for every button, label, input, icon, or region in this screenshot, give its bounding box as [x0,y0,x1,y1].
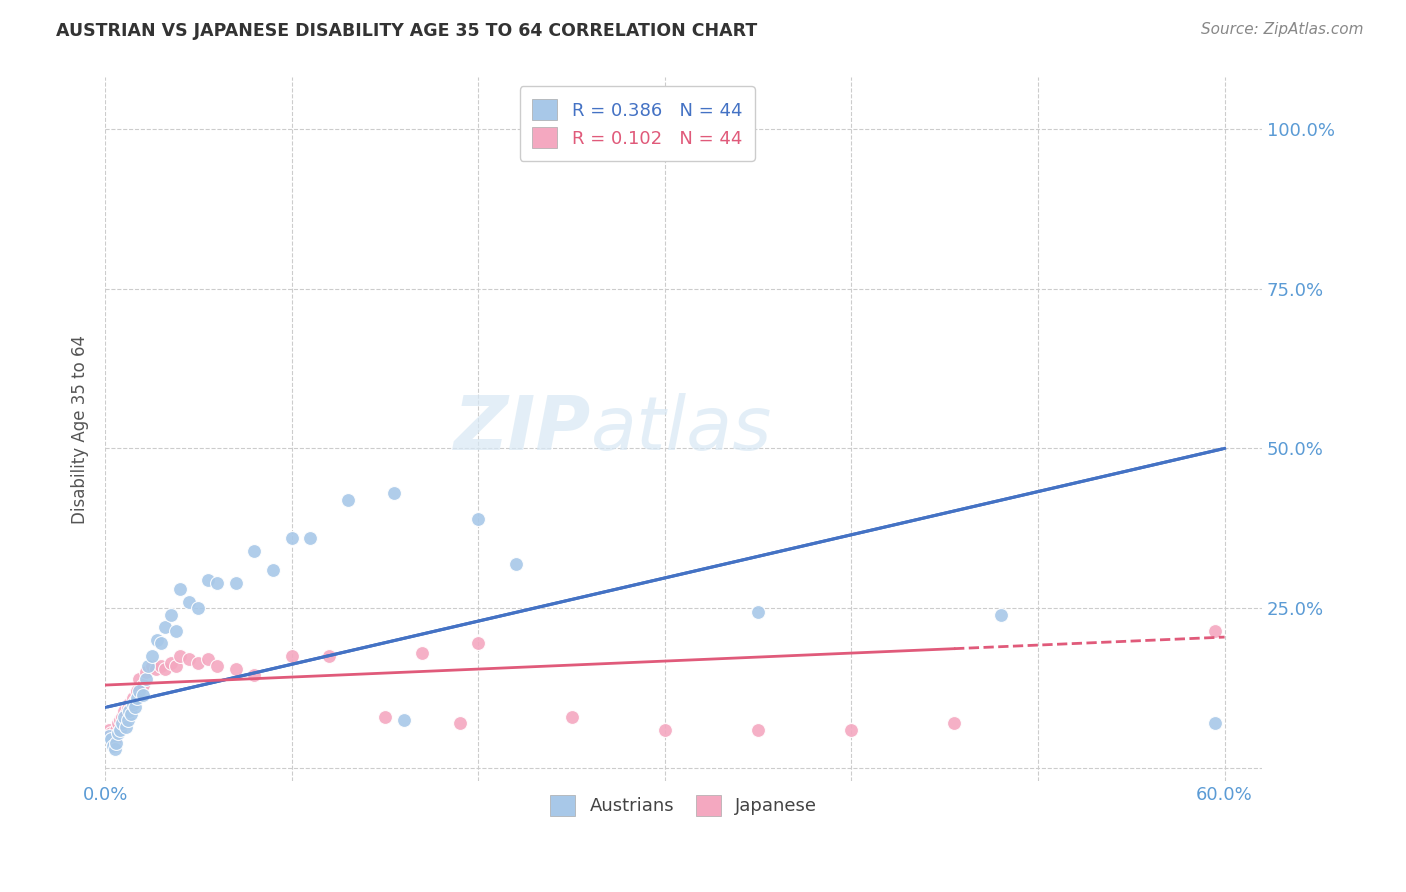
Point [197,652,219,666]
Point [101,739,124,753]
Point [125,690,148,705]
Point [318,649,340,664]
Legend: Austrians, Japanese: Austrians, Japanese [541,786,827,825]
Point [225,662,247,676]
Point [150,636,173,650]
Point [262,563,284,577]
Point [122,698,145,712]
Point [467,636,489,650]
Point [112,710,135,724]
Point [179,652,201,666]
Point [1204,716,1226,731]
Point [561,710,583,724]
Point [187,656,209,670]
Point [128,684,150,698]
Point [135,672,157,686]
Point [159,656,181,670]
Point [128,672,150,686]
Point [124,694,146,708]
Point [141,649,163,664]
Point [205,575,228,590]
Point [124,700,146,714]
Point [990,607,1012,622]
Point [159,607,181,622]
Point [654,723,676,737]
Point [105,723,128,737]
Point [179,595,201,609]
Point [169,649,191,664]
Point [169,582,191,596]
Point [120,700,142,714]
Point [141,658,163,673]
Point [108,713,131,727]
Text: Source: ZipAtlas.com: Source: ZipAtlas.com [1201,22,1364,37]
Point [125,684,148,698]
Point [336,492,359,507]
Point [100,732,122,747]
Point [118,698,141,712]
Y-axis label: Disability Age 35 to 64: Disability Age 35 to 64 [72,334,89,524]
Point [150,658,173,673]
Text: atlas: atlas [591,393,772,466]
Point [187,601,209,615]
Point [122,690,145,705]
Point [467,512,489,526]
Point [112,704,135,718]
Point [165,624,187,638]
Point [505,557,527,571]
Point [108,723,131,737]
Point [135,665,157,680]
Point [243,668,266,682]
Point [105,736,128,750]
Point [747,723,769,737]
Point [205,658,228,673]
Point [97,729,120,743]
Point [841,723,863,737]
Point [281,649,304,664]
Point [114,720,136,734]
Point [243,543,266,558]
Point [136,658,159,673]
Point [145,662,167,676]
Point [114,706,136,721]
Point [281,531,304,545]
Point [103,742,125,756]
Point [111,710,134,724]
Point [299,531,322,545]
Point [117,700,139,714]
Point [146,633,169,648]
Point [225,575,247,590]
Point [111,716,134,731]
Point [97,723,120,737]
Point [120,706,142,721]
Point [153,620,176,634]
Point [107,716,129,731]
Point [943,716,966,731]
Point [392,713,415,727]
Point [117,713,139,727]
Point [1204,624,1226,638]
Text: ZIP: ZIP [454,392,591,466]
Point [131,678,153,692]
Point [165,658,187,673]
Point [103,732,125,747]
Point [374,710,396,724]
Point [747,605,769,619]
Point [107,726,129,740]
Point [449,716,471,731]
Point [100,726,122,740]
Point [411,646,433,660]
Point [101,729,124,743]
Point [384,486,406,500]
Point [153,662,176,676]
Point [131,688,153,702]
Point [118,704,141,718]
Text: AUSTRIAN VS JAPANESE DISABILITY AGE 35 TO 64 CORRELATION CHART: AUSTRIAN VS JAPANESE DISABILITY AGE 35 T… [56,22,758,40]
Point [197,573,219,587]
